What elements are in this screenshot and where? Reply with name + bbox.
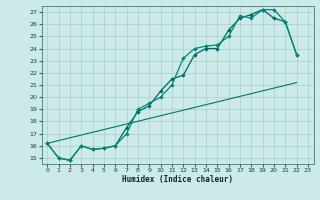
X-axis label: Humidex (Indice chaleur): Humidex (Indice chaleur) (122, 175, 233, 184)
